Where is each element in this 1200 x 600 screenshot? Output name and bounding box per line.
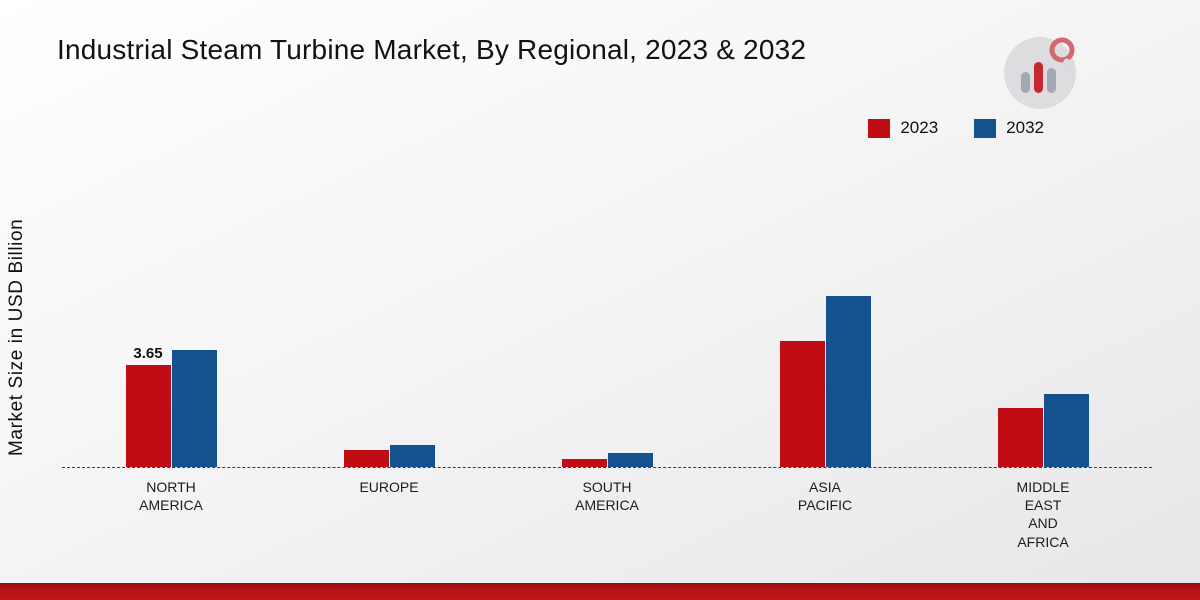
legend-swatch-icon <box>974 118 997 138</box>
bar-2023: 3.65 <box>125 345 171 467</box>
category-label: ASIA PACIFIC <box>797 479 853 514</box>
legend-swatch-icon <box>868 118 891 138</box>
legend-label: 2023 <box>900 118 939 137</box>
bar-group: EUROPE <box>343 165 435 495</box>
bar-2023 <box>997 408 1043 467</box>
bar-2023 <box>779 341 825 467</box>
plot-area: 3.65 NORTH AMERICA EUROPE SOUTH AMERICA ASIA PA… <box>62 165 1152 550</box>
chart-title: Industrial Steam Turbine Market, By Regi… <box>57 34 807 65</box>
bar-2032 <box>389 444 435 467</box>
legend-label: 2032 <box>1006 118 1044 137</box>
bar-group: ASIA PACIFIC <box>779 165 871 513</box>
bar-2032 <box>607 453 653 467</box>
category-label: MIDDLE EAST AND AFRICA <box>1016 479 1070 550</box>
footer-accent-bar <box>0 583 1200 600</box>
category-label: NORTH AMERICA <box>139 479 203 514</box>
bar-2032 <box>825 296 871 467</box>
y-axis-label: Market Size in USD Billion <box>6 218 27 456</box>
category-label: SOUTH AMERICA <box>575 479 639 514</box>
legend-item-2032: 2032 <box>974 118 1044 138</box>
x-axis-baseline <box>62 467 1152 468</box>
bar-group: SOUTH AMERICA <box>561 165 653 513</box>
bar-2032 <box>171 349 217 467</box>
market-research-logo-icon <box>1004 37 1076 109</box>
legend: 2023 2032 <box>868 118 1044 138</box>
bar-value-label: 3.65 <box>133 344 163 362</box>
bar-group: 3.65 NORTH AMERICA <box>125 165 217 513</box>
bar-2023 <box>343 450 389 467</box>
bar-2032 <box>1043 394 1089 467</box>
legend-item-2023: 2023 <box>868 118 938 138</box>
category-label: EUROPE <box>359 479 419 495</box>
bar-2023 <box>561 458 607 467</box>
bar-group: MIDDLE EAST AND AFRICA <box>997 165 1089 550</box>
